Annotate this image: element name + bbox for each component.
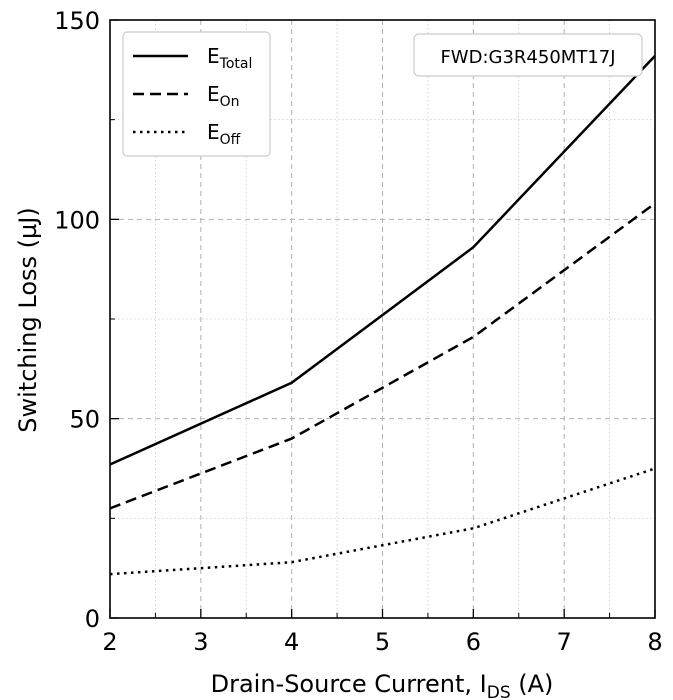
- x-tick-label: 6: [466, 628, 481, 656]
- legend-box: [122, 31, 271, 157]
- x-axis-label-subscript: DS: [487, 683, 511, 700]
- legend-label-main: E: [207, 82, 220, 106]
- x-axis-label-unit: (A): [511, 670, 554, 698]
- y-tick-labels: 0 50 100 150: [54, 7, 100, 633]
- axis-ticks: [109, 19, 656, 619]
- legend-label-main: E: [207, 44, 220, 68]
- y-tick-label: 150: [54, 7, 100, 35]
- legend-label-on: EOn: [207, 82, 240, 110]
- annotation-box: [413, 33, 643, 77]
- y-tick-label: 0: [85, 605, 100, 633]
- legend-label-subscript: Total: [219, 56, 253, 72]
- legend-label-subscript: On: [220, 94, 240, 110]
- series-line-total: [109, 55, 656, 466]
- annotation: FWD:G3R450MT17J: [413, 33, 643, 77]
- x-tick-label: 7: [557, 628, 572, 656]
- annotation-text: FWD:G3R450MT17J: [440, 47, 615, 68]
- x-axis-label-main: Drain-Source Current, I: [211, 670, 487, 698]
- y-tick-label: 50: [69, 406, 100, 434]
- x-tick-label: 4: [284, 628, 299, 656]
- legend-label-subscript: Off: [220, 132, 241, 148]
- x-tick-label: 3: [193, 628, 208, 656]
- x-tick-label: 8: [647, 628, 662, 656]
- y-tick-label: 100: [54, 206, 100, 234]
- legend-label-main: E: [207, 120, 220, 144]
- series-lines: [109, 55, 656, 576]
- x-tick-label: 5: [375, 628, 390, 656]
- legend-label-off: EOff: [207, 120, 241, 148]
- series-line-off: [109, 467, 656, 576]
- y-axis-label: Switching Loss (µJ): [14, 207, 42, 432]
- x-tick-labels: 2 3 4 5 6 7 8: [102, 628, 662, 656]
- x-axis-label: Drain-Source Current, IDS (A): [211, 670, 554, 700]
- series-line-on: [109, 202, 656, 510]
- legend-label-total: ETotal: [207, 44, 252, 72]
- x-tick-label: 2: [102, 628, 117, 656]
